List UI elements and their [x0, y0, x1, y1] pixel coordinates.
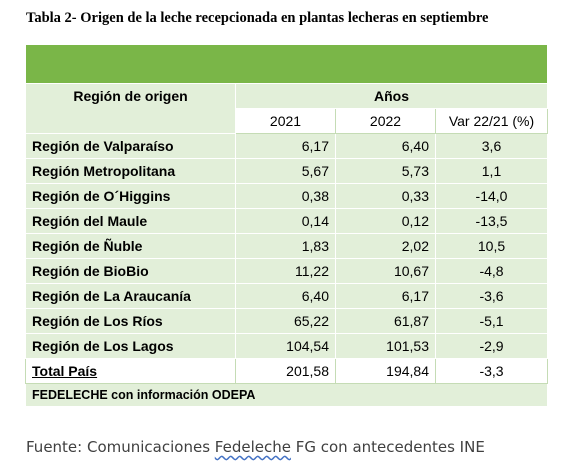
region-header: Región de origen: [25, 83, 236, 134]
value-2021-cell: 104,54: [235, 333, 336, 359]
value-2022-cell: 5,73: [335, 158, 436, 184]
source-prefix: Fuente: Comunicaciones: [26, 438, 215, 456]
table-footnote: FEDELECHE con información ODEPA: [25, 383, 548, 407]
milk-origin-table: Región de origen Años 2021 2022 Var 22/2…: [25, 44, 548, 407]
value-2021-cell: 0,14: [235, 208, 336, 234]
value-2022-cell: 61,87: [335, 308, 436, 334]
total-variation-cell: -3,3: [435, 358, 548, 384]
value-2022-cell: 2,02: [335, 233, 436, 259]
variation-cell: 1,1: [435, 158, 548, 184]
variation-cell: 10,5: [435, 233, 548, 259]
col-2021-header: 2021: [235, 108, 336, 134]
variation-cell: -2,9: [435, 333, 548, 359]
table-row: Región de Valparaíso 6,17 6,40 3,6: [25, 133, 548, 159]
value-2022-cell: 0,12: [335, 208, 436, 234]
variation-cell: -13,5: [435, 208, 548, 234]
years-header: Años: [235, 83, 548, 109]
table-row: Región de Ñuble 1,83 2,02 10,5: [25, 233, 548, 259]
total-2022-cell: 194,84: [335, 358, 436, 384]
variation-cell: -3,6: [435, 283, 548, 309]
value-2021-cell: 6,17: [235, 133, 336, 159]
value-2022-cell: 6,40: [335, 133, 436, 159]
table-row: Región de O´Higgins 0,38 0,33 -14,0: [25, 183, 548, 209]
table-title: Tabla 2- Origen de la leche recepcionada…: [26, 10, 489, 26]
variation-cell: -14,0: [435, 183, 548, 209]
value-2021-cell: 5,67: [235, 158, 336, 184]
total-row: Total País 201,58 194,84 -3,3: [25, 358, 548, 384]
footnote-row: FEDELECHE con información ODEPA: [25, 383, 548, 407]
region-cell: Región de Ñuble: [25, 233, 236, 259]
green-band: [25, 44, 548, 84]
variation-cell: -5,1: [435, 308, 548, 334]
value-2021-cell: 0,38: [235, 183, 336, 209]
value-2021-cell: 1,83: [235, 233, 336, 259]
variation-cell: -4,8: [435, 258, 548, 284]
table-row: Región de La Araucanía 6,40 6,17 -3,6: [25, 283, 548, 309]
table-row: Región de BioBio 11,22 10,67 -4,8: [25, 258, 548, 284]
col-2022-header: 2022: [335, 108, 436, 134]
col-var-header: Var 22/21 (%): [435, 108, 548, 134]
value-2021-cell: 6,40: [235, 283, 336, 309]
value-2022-cell: 6,17: [335, 283, 436, 309]
source-note: Fuente: Comunicaciones Fedeleche FG con …: [26, 438, 485, 456]
header-row-2: 2021 2022 Var 22/21 (%): [26, 108, 548, 134]
table-row: Región Metropolitana 5,67 5,73 1,1: [25, 158, 548, 184]
source-suffix: FG con antecedentes INE: [290, 438, 485, 456]
value-2021-cell: 11,22: [235, 258, 336, 284]
value-2022-cell: 0,33: [335, 183, 436, 209]
total-2021-cell: 201,58: [235, 358, 336, 384]
variation-cell: 3,6: [435, 133, 548, 159]
value-2022-cell: 101,53: [335, 333, 436, 359]
table-row: Región de Los Ríos 65,22 61,87 -5,1: [25, 308, 548, 334]
header-row-1: Región de origen Años: [25, 83, 548, 134]
total-label: Total País: [25, 358, 236, 384]
region-cell: Región del Maule: [25, 208, 236, 234]
table-header-band: [25, 44, 548, 84]
region-cell: Región de BioBio: [25, 258, 236, 284]
region-cell: Región de La Araucanía: [25, 283, 236, 309]
region-cell: Región Metropolitana: [25, 158, 236, 184]
source-underlined: Fedeleche: [214, 438, 291, 456]
table-row: Región de Los Lagos 104,54 101,53 -2,9: [25, 333, 548, 359]
region-cell: Región de Los Lagos: [25, 333, 236, 359]
value-2022-cell: 10,67: [335, 258, 436, 284]
region-cell: Región de Valparaíso: [25, 133, 236, 159]
region-cell: Región de Los Ríos: [25, 308, 236, 334]
region-cell: Región de O´Higgins: [25, 183, 236, 209]
value-2021-cell: 65,22: [235, 308, 336, 334]
table-row: Región del Maule 0,14 0,12 -13,5: [25, 208, 548, 234]
